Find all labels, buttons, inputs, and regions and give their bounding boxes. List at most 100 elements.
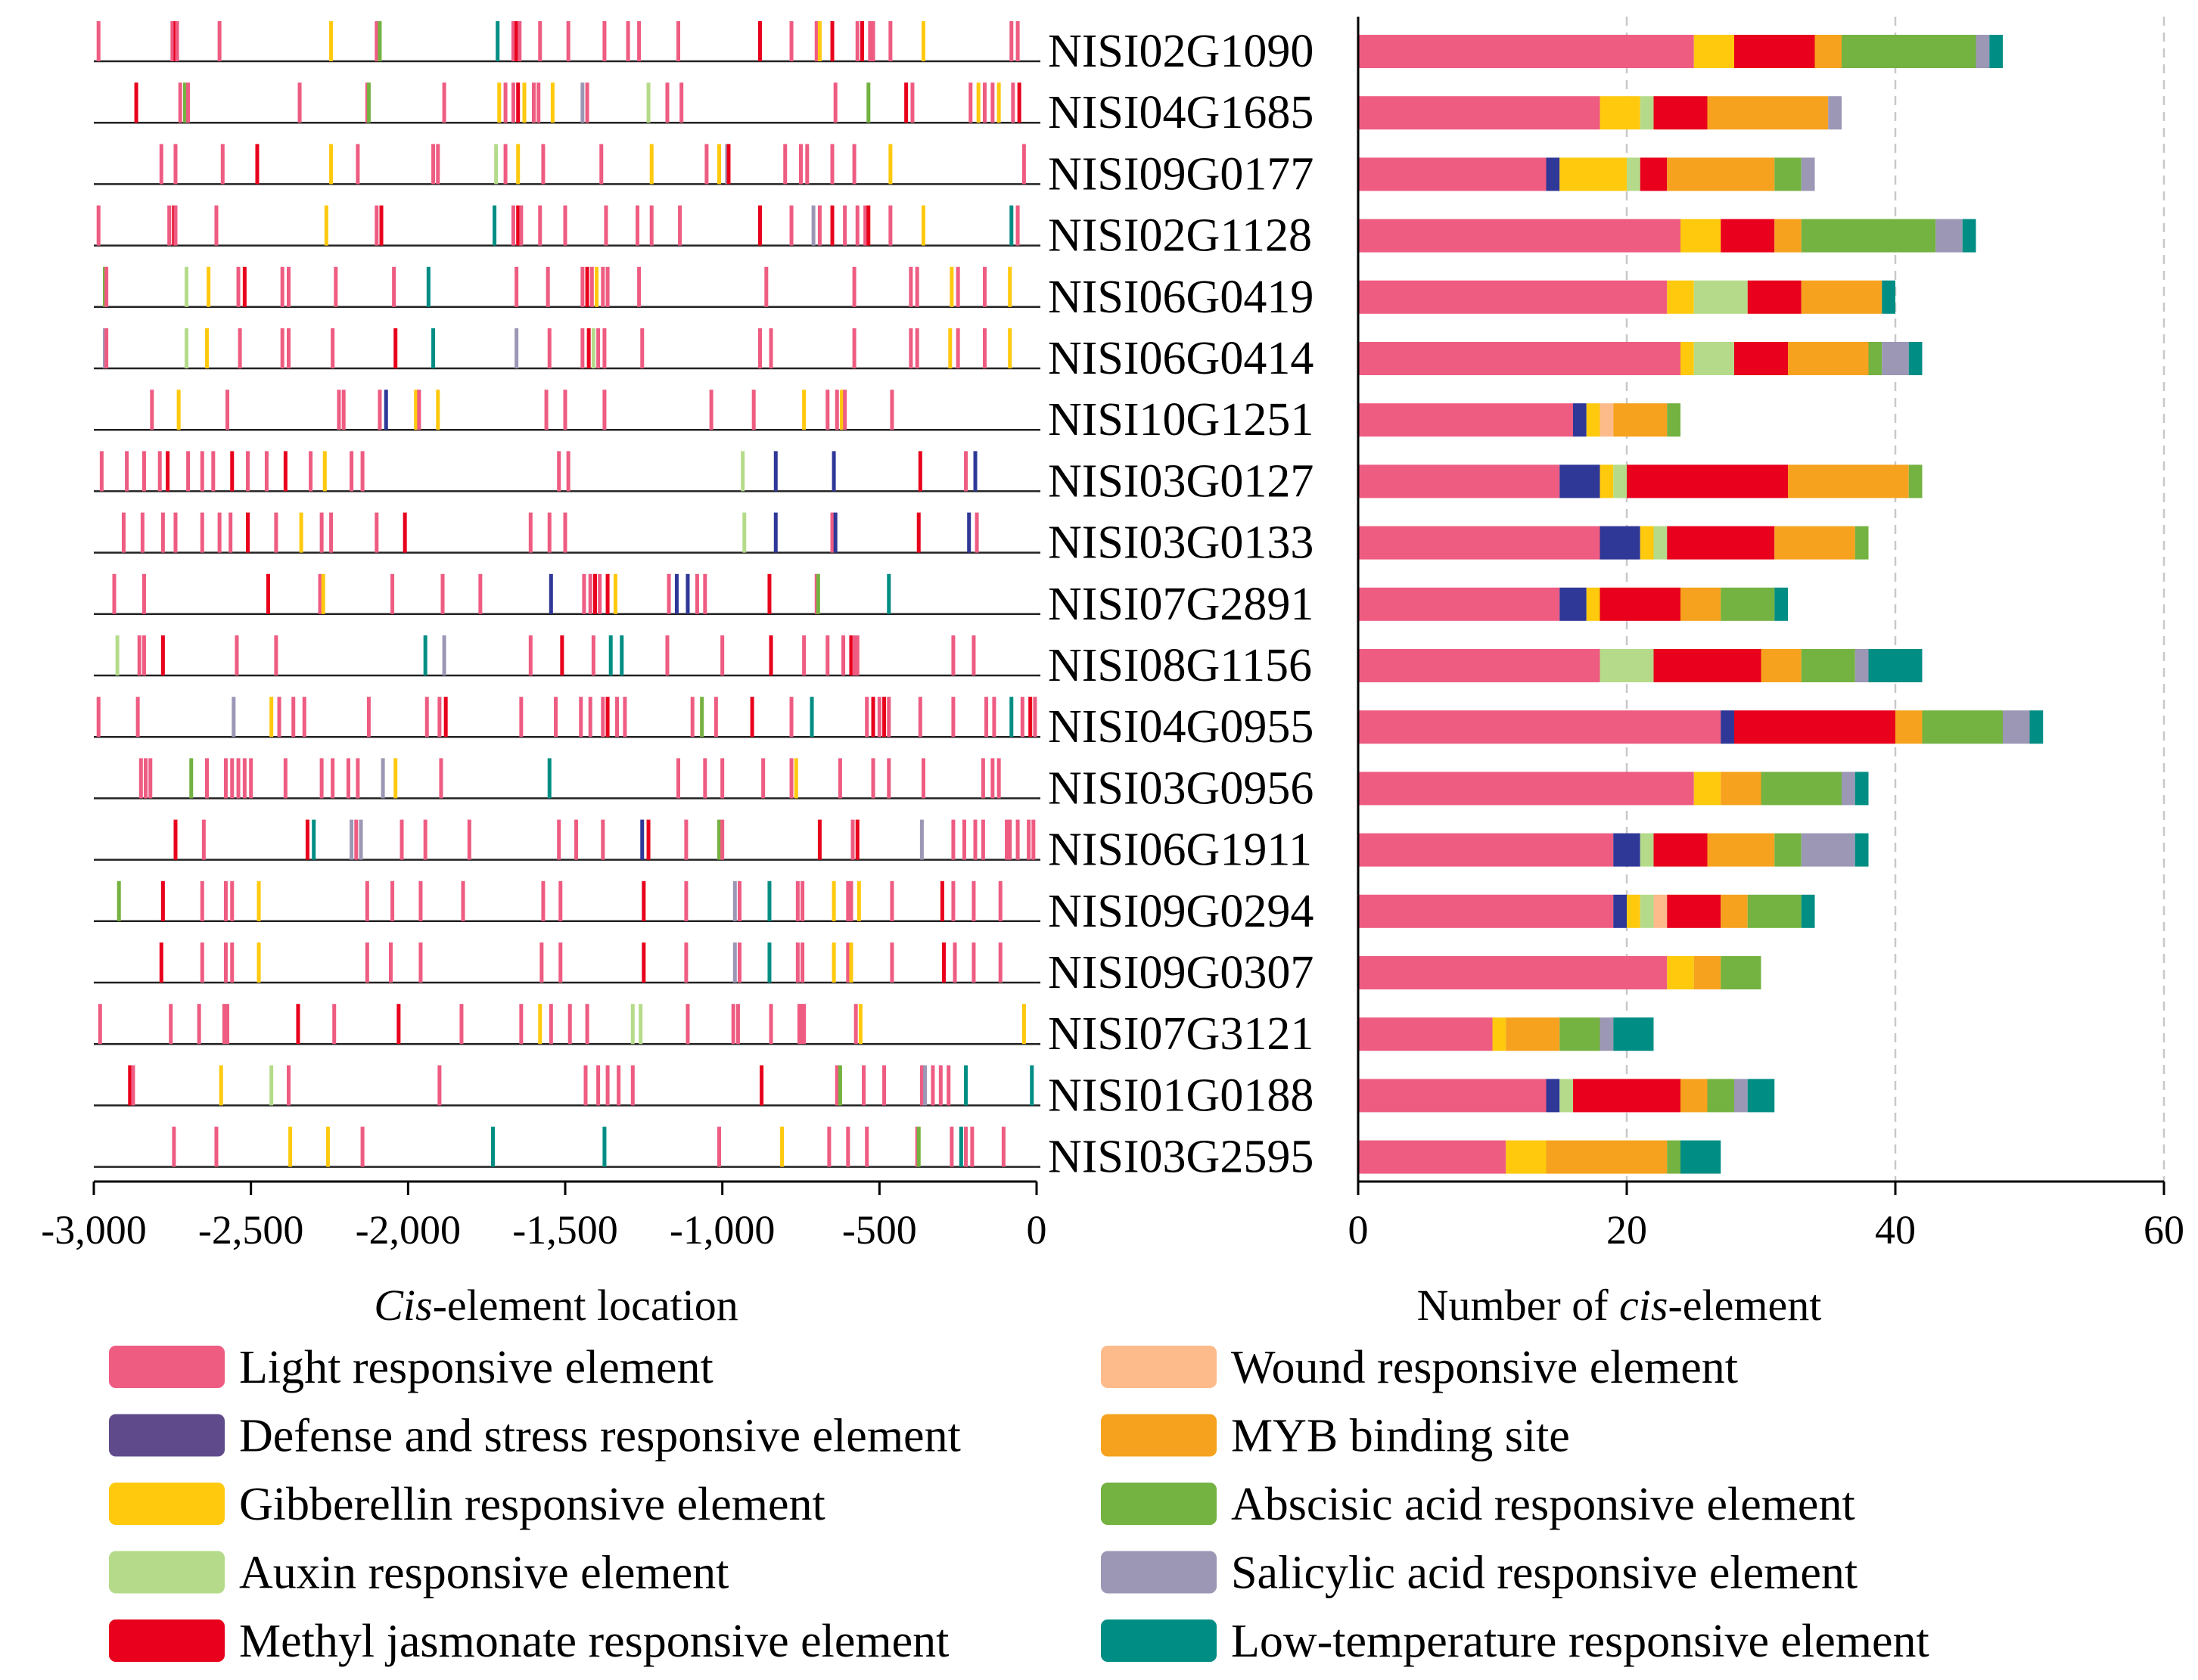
- count-bar-segment: [1546, 1140, 1668, 1174]
- legend-swatch: [1101, 1619, 1217, 1662]
- cis-element-mark: [350, 451, 354, 492]
- cis-element-mark: [871, 758, 875, 799]
- cis-element-count-panel: [1358, 35, 2044, 1174]
- cis-element-mark: [1021, 144, 1026, 185]
- count-bar: [1358, 219, 1976, 253]
- cis-element-mark: [910, 82, 915, 123]
- cis-element-mark: [497, 82, 502, 123]
- cis-element-mark: [159, 144, 163, 185]
- count-bar-segment: [1600, 526, 1640, 560]
- cis-element-mark: [630, 1065, 635, 1106]
- cis-element-mark: [817, 205, 822, 246]
- cis-element-mark: [331, 328, 335, 368]
- cis-element-mark: [99, 451, 104, 492]
- cis-element-mark: [166, 451, 170, 492]
- cis-element-mark: [921, 205, 925, 246]
- cis-element-mark: [287, 1065, 291, 1106]
- cis-element-mark: [915, 328, 919, 368]
- cis-element-mark: [951, 635, 956, 675]
- cis-element-mark: [558, 942, 563, 983]
- cis-element-mark: [255, 144, 260, 185]
- cis-element-mark: [852, 635, 857, 675]
- cis-element-mark: [601, 266, 605, 307]
- cis-element-mark: [860, 21, 864, 61]
- cis-element-mark: [602, 390, 607, 430]
- cis-element-mark: [140, 512, 145, 553]
- count-bar-segment: [1358, 1140, 1506, 1174]
- cis-element-mark: [956, 328, 960, 368]
- count-axis-title: Number of cis-element: [1417, 1281, 1822, 1330]
- cis-element-mark: [558, 880, 563, 921]
- cis-element-mark: [496, 21, 500, 61]
- count-bar-segment: [1882, 342, 1909, 375]
- cis-element-mark: [418, 880, 423, 921]
- count-bar-segment: [1358, 710, 1721, 744]
- cis-element-mark: [769, 635, 773, 675]
- cis-element-mark: [200, 880, 204, 921]
- cis-element-mark: [916, 1126, 921, 1167]
- cis-element-mark: [230, 451, 235, 492]
- count-bar-segment: [1358, 464, 1560, 498]
- count-bar-segment: [1801, 280, 1882, 314]
- count-bar-segment: [1801, 833, 1855, 867]
- cis-element-mark: [732, 880, 737, 921]
- cis-element-mark: [811, 205, 816, 246]
- count-bar-segment: [1667, 403, 1680, 437]
- cis-element-mark: [173, 512, 178, 553]
- count-bar: [1358, 403, 1680, 437]
- cis-element-mark: [686, 573, 690, 614]
- cis-element-mark: [751, 390, 756, 430]
- cis-element-mark: [160, 880, 165, 921]
- cis-element-mark: [919, 819, 924, 860]
- cis-element-mark: [503, 144, 508, 185]
- count-bar-segment: [1801, 219, 1936, 253]
- count-bar-segment: [1653, 526, 1668, 560]
- count-tick-label: 20: [1606, 1207, 1647, 1253]
- cis-element-mark: [866, 205, 871, 246]
- legend-swatch: [1101, 1483, 1217, 1525]
- cis-element-mark: [1031, 819, 1036, 860]
- location-row: [94, 512, 1040, 554]
- legend-label: MYB binding site: [1231, 1411, 1570, 1462]
- legend-label: Wound responsive element: [1231, 1342, 1738, 1393]
- cis-element-mark: [287, 266, 291, 307]
- cis-element-mark: [214, 1126, 219, 1167]
- cis-element-mark: [329, 21, 334, 61]
- cis-element-mark: [599, 144, 604, 185]
- cis-element-mark: [185, 266, 189, 307]
- cis-element-mark: [591, 328, 595, 368]
- cis-element-mark: [541, 880, 546, 921]
- cis-element-mark: [96, 21, 101, 61]
- cis-element-mark: [802, 390, 807, 430]
- cis-element-mark: [871, 697, 875, 738]
- count-bar-segment: [1640, 96, 1654, 130]
- legend-entry: Salicylic acid responsive element: [1101, 1548, 1858, 1599]
- cis-element-mark: [1008, 328, 1012, 368]
- count-bar-segment: [1358, 894, 1614, 928]
- cis-element-mark: [531, 82, 536, 123]
- cis-element-mark: [1015, 205, 1020, 246]
- cis-element-mark: [223, 942, 228, 983]
- cis-element-mark: [493, 205, 497, 246]
- cis-element-mark: [799, 144, 803, 185]
- cis-element-mark: [141, 573, 146, 614]
- cis-element-mark: [970, 1126, 975, 1167]
- cis-element-mark: [579, 697, 583, 738]
- cis-element-mark: [968, 82, 973, 123]
- count-bar: [1358, 587, 1788, 621]
- count-bar-segment: [1358, 35, 1694, 68]
- count-bar-segment: [1358, 956, 1668, 989]
- cis-element-mark: [726, 144, 731, 185]
- cis-element-mark: [592, 573, 597, 614]
- count-bar-segment: [1627, 894, 1640, 928]
- cis-element-mark: [220, 144, 225, 185]
- count-bar-segment: [1868, 649, 1923, 682]
- gene-label: NISI03G0133: [1048, 517, 1314, 569]
- cis-element-mark: [1009, 697, 1014, 738]
- legend-swatch: [109, 1619, 225, 1662]
- count-bar: [1358, 772, 1869, 806]
- cis-element-mark: [96, 205, 101, 246]
- cis-element-mark: [761, 758, 766, 799]
- count-bar-segment: [1935, 219, 1963, 253]
